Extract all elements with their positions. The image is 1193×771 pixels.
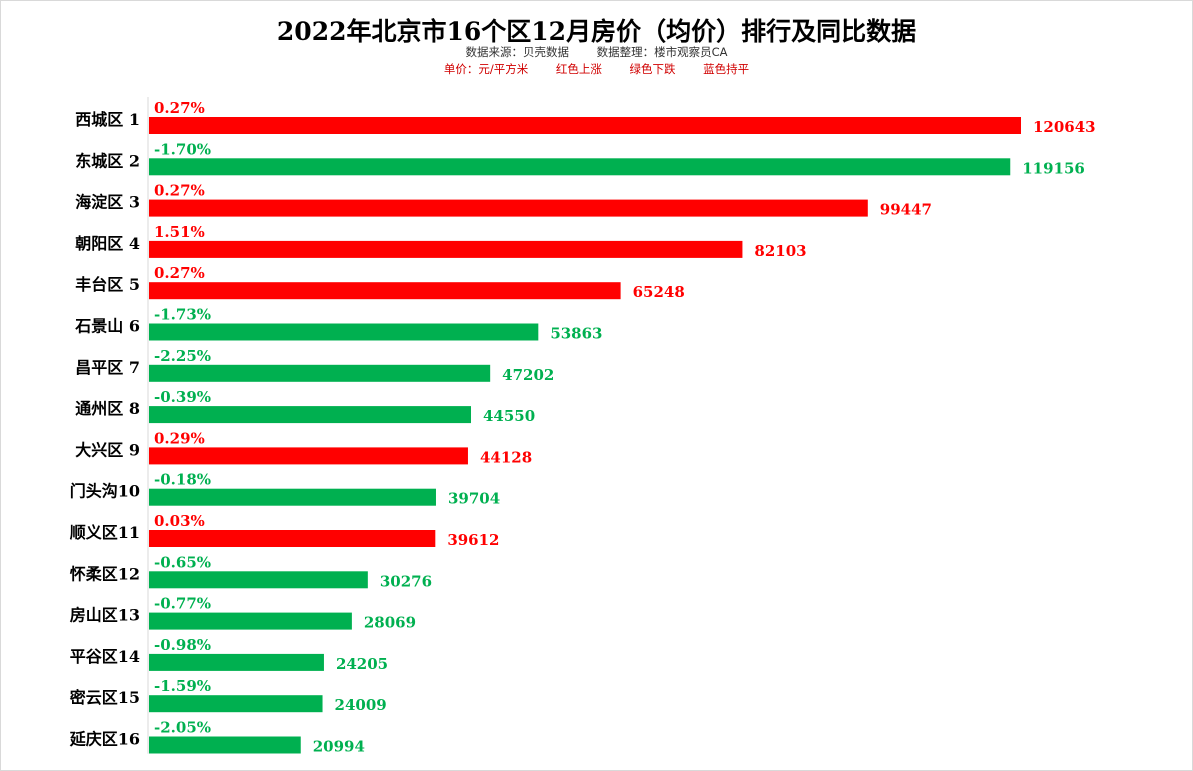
chart-subtitle: 数据来源：贝壳数据 数据整理：楼市观察员CA (0, 44, 1193, 60)
bar (149, 240, 743, 258)
bar (149, 406, 472, 424)
yoy-label: -2.05% (154, 719, 211, 737)
category-label: 平谷区14 (70, 647, 140, 666)
category-label: 石景山 6 (74, 317, 140, 336)
yoy-label: -1.70% (154, 140, 211, 158)
category-label: 海淀区 3 (75, 193, 140, 212)
value-label: 24009 (335, 696, 387, 714)
value-label: 28069 (364, 614, 416, 632)
bar (149, 282, 621, 300)
legend-flat: 蓝色持平 (703, 62, 750, 76)
value-label: 47202 (502, 366, 554, 384)
bar (149, 695, 323, 713)
value-label: 119156 (1022, 159, 1085, 177)
category-label: 延庆区16 (69, 730, 140, 749)
organizer-note: 数据整理：楼市观察员CA (596, 45, 728, 59)
bar (149, 447, 468, 465)
chart-legend-note: 单价：元/平方米 红色上涨 绿色下跌 蓝色持平 (0, 61, 1193, 77)
yoy-label: 0.27% (154, 264, 205, 282)
yoy-label: -1.59% (154, 677, 211, 695)
yoy-label: -0.65% (154, 553, 211, 571)
category-label: 顺义区11 (70, 523, 140, 542)
yoy-label: -0.39% (154, 388, 211, 406)
value-label: 39612 (447, 531, 499, 549)
category-label: 密云区15 (69, 688, 140, 707)
category-label: 东城区 2 (75, 151, 140, 170)
value-label: 30276 (380, 572, 432, 590)
bar (149, 323, 539, 341)
yoy-label: -0.98% (154, 636, 211, 654)
category-label: 怀柔区12 (70, 564, 140, 583)
value-label: 44128 (480, 448, 532, 466)
value-label: 39704 (448, 490, 500, 508)
bar (149, 571, 368, 589)
category-label: 西城区 1 (75, 110, 140, 129)
source-note: 数据来源：贝壳数据 (465, 45, 569, 59)
value-label: 120643 (1033, 118, 1096, 136)
value-label: 82103 (754, 242, 806, 260)
yoy-label: -1.73% (154, 306, 211, 324)
value-label: 99447 (880, 201, 932, 219)
bar (149, 488, 436, 506)
bar (149, 653, 324, 671)
value-label: 53863 (550, 325, 602, 343)
value-label: 44550 (483, 407, 535, 425)
unit-note: 单价：元/平方米 (443, 62, 529, 76)
category-label: 朝阳区 4 (75, 234, 140, 253)
yoy-label: 0.27% (154, 182, 205, 200)
chart-title: 2022年北京市16个区12月房价（均价）排行及同比数据 (276, 17, 917, 46)
category-label: 房山区13 (70, 606, 140, 625)
yoy-label: 0.03% (154, 512, 205, 530)
yoy-label: -2.25% (154, 347, 211, 365)
category-label: 大兴区 9 (75, 440, 140, 459)
category-label: 丰台区 5 (75, 275, 140, 294)
bar (149, 364, 491, 382)
value-label: 20994 (313, 738, 365, 756)
bar (149, 199, 868, 217)
legend-up: 红色上涨 (555, 62, 602, 76)
legend-down: 绿色下跌 (629, 62, 676, 76)
category-label: 通州区 8 (75, 399, 140, 418)
bar (149, 736, 301, 754)
category-label: 门头沟10 (70, 482, 140, 501)
yoy-label: -0.18% (154, 471, 211, 489)
yoy-label: -0.77% (154, 595, 211, 613)
value-label: 65248 (633, 283, 685, 301)
yoy-label: 1.51% (154, 223, 205, 241)
bar (149, 117, 1021, 134)
bar (149, 530, 436, 547)
bar (149, 158, 1011, 176)
yoy-label: 0.27% (154, 99, 205, 117)
category-label: 昌平区 7 (75, 358, 140, 377)
bar (149, 612, 352, 630)
yoy-label: 0.29% (154, 429, 205, 447)
value-label: 24205 (336, 655, 388, 673)
